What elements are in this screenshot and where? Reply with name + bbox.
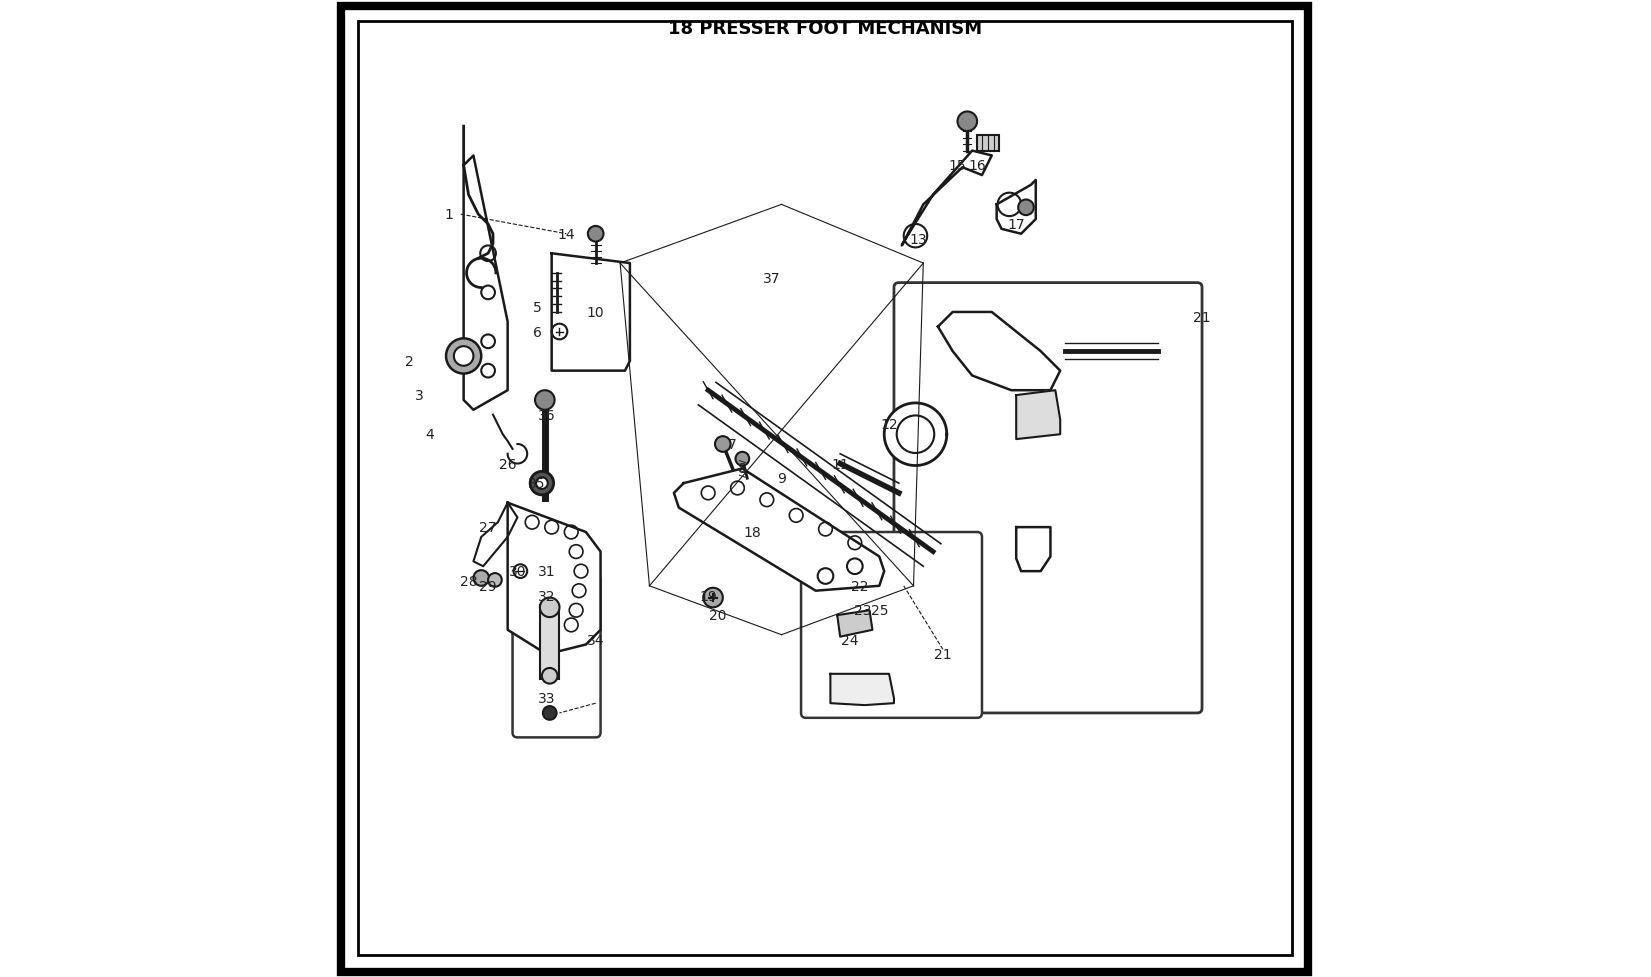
Circle shape (736, 452, 750, 466)
Circle shape (543, 706, 556, 720)
Polygon shape (474, 503, 517, 567)
Text: 30: 30 (509, 565, 527, 578)
Text: 37: 37 (763, 272, 781, 285)
Text: 21: 21 (934, 648, 951, 661)
Text: 17: 17 (1007, 218, 1025, 232)
Circle shape (588, 227, 604, 242)
FancyBboxPatch shape (893, 283, 1202, 713)
Text: 11: 11 (832, 457, 849, 471)
Circle shape (474, 571, 489, 586)
Polygon shape (901, 151, 992, 246)
Circle shape (446, 339, 480, 374)
Bar (540, 606, 560, 679)
Text: 9: 9 (778, 472, 786, 486)
Text: 32: 32 (538, 589, 555, 603)
Polygon shape (885, 404, 946, 466)
Text: 27: 27 (479, 521, 497, 534)
Text: 28: 28 (459, 574, 477, 588)
Text: 3: 3 (416, 389, 424, 403)
Circle shape (715, 437, 731, 452)
Text: 31: 31 (538, 565, 556, 578)
Text: 4: 4 (424, 428, 434, 442)
Text: 34: 34 (586, 633, 604, 647)
Text: 10: 10 (586, 306, 604, 319)
Text: 14: 14 (558, 228, 575, 241)
Text: 5: 5 (533, 301, 542, 315)
Circle shape (1019, 200, 1034, 216)
Polygon shape (997, 181, 1035, 234)
Text: 18: 18 (743, 526, 761, 539)
Text: 8: 8 (738, 462, 746, 476)
Circle shape (540, 598, 560, 617)
Polygon shape (507, 503, 601, 655)
Circle shape (530, 472, 553, 495)
Circle shape (958, 112, 977, 132)
Text: 21: 21 (1194, 311, 1210, 324)
Text: 36: 36 (538, 408, 556, 422)
FancyBboxPatch shape (512, 576, 601, 738)
Text: 18 PRESSER FOOT MECHANISM: 18 PRESSER FOOT MECHANISM (669, 21, 982, 38)
Circle shape (489, 573, 502, 587)
Text: 16: 16 (967, 159, 986, 173)
Text: 24: 24 (842, 633, 859, 647)
Polygon shape (674, 469, 885, 591)
Polygon shape (551, 254, 631, 371)
Polygon shape (1017, 528, 1050, 572)
Polygon shape (938, 313, 1060, 391)
Circle shape (535, 391, 555, 410)
Text: 25: 25 (870, 604, 888, 617)
Text: 33: 33 (538, 692, 555, 705)
Text: 23: 23 (854, 604, 872, 617)
Polygon shape (837, 611, 872, 637)
Text: 20: 20 (710, 609, 726, 622)
Text: 7: 7 (728, 438, 736, 451)
Text: 26: 26 (499, 457, 517, 471)
Polygon shape (1017, 391, 1060, 440)
Text: 15: 15 (949, 159, 966, 173)
Circle shape (542, 668, 558, 684)
Text: 6: 6 (533, 325, 542, 339)
Text: 19: 19 (700, 589, 717, 603)
FancyBboxPatch shape (801, 532, 982, 718)
Circle shape (454, 347, 474, 366)
Text: 1: 1 (444, 208, 454, 222)
Text: 35: 35 (528, 477, 546, 490)
Text: 22: 22 (850, 579, 868, 593)
Circle shape (537, 478, 548, 489)
Bar (977, 136, 999, 151)
Text: 13: 13 (910, 233, 928, 246)
Polygon shape (464, 156, 507, 410)
Text: 2: 2 (406, 355, 414, 368)
Polygon shape (830, 674, 893, 705)
Circle shape (703, 588, 723, 608)
Text: 29: 29 (479, 579, 497, 593)
Text: 12: 12 (880, 418, 898, 432)
